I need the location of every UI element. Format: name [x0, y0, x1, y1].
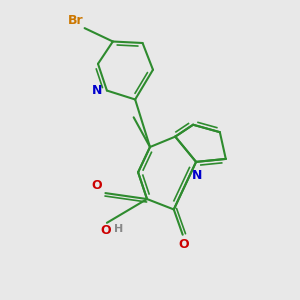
Text: Br: Br — [68, 14, 83, 27]
Text: O: O — [91, 178, 102, 192]
Text: N: N — [92, 84, 102, 97]
Text: N: N — [192, 169, 203, 182]
Text: O: O — [179, 238, 190, 251]
Text: O: O — [100, 224, 111, 237]
Text: H: H — [114, 224, 123, 234]
